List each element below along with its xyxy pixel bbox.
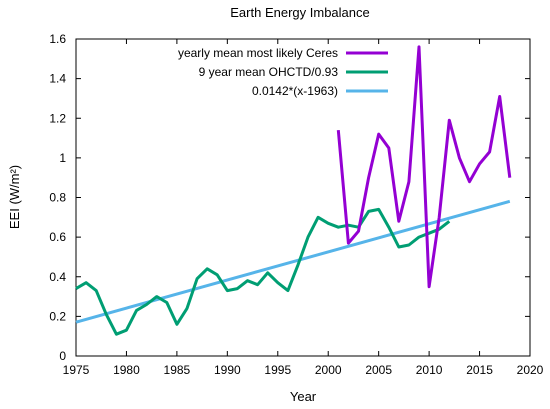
y-tick-label: 1.2 <box>49 111 66 125</box>
y-tick-label: 0.2 <box>49 309 66 323</box>
legend-label-0: yearly mean most likely Ceres <box>178 46 338 60</box>
legend-label-2: 0.0142*(x-1963) <box>252 84 338 98</box>
y-tick-label: 0.8 <box>49 191 66 205</box>
y-axis-label: EEI (W/m²) <box>7 165 22 229</box>
x-tick-label: 2000 <box>315 363 342 377</box>
legend: yearly mean most likely Ceres 9 year mean… <box>178 46 388 98</box>
y-tick-label: 1.6 <box>49 32 66 46</box>
x-tick-label: 1980 <box>113 363 140 377</box>
x-tick-label: 1995 <box>264 363 291 377</box>
x-tick-label: 2015 <box>466 363 493 377</box>
x-tick-label: 1985 <box>164 363 191 377</box>
series-line-2 <box>75 199 511 324</box>
y-tick-label: 1.4 <box>49 72 66 86</box>
y-tick-label: 0.6 <box>49 230 66 244</box>
y-tick-label: 1 <box>59 151 66 165</box>
series-line-1 <box>75 207 451 336</box>
series-layer <box>75 45 512 336</box>
y-tick-label: 0 <box>59 349 66 363</box>
series-line-0 <box>336 45 512 289</box>
ticks-layer: 1975 1980 1985 1990 1995 2000 2005 2010 2015 2020… <box>49 32 543 377</box>
x-tick-label: 1990 <box>214 363 241 377</box>
x-axis-label: Year <box>290 389 317 404</box>
x-tick-label: 2020 <box>517 363 544 377</box>
x-tick-label: 2005 <box>365 363 392 377</box>
y-tick-label: 0.4 <box>49 270 66 284</box>
x-tick-label: 1975 <box>63 363 90 377</box>
x-tick-label: 2010 <box>416 363 443 377</box>
chart-title: Earth Energy Imbalance <box>230 5 369 20</box>
legend-label-1: 9 year mean OHCTD/0.93 <box>199 65 339 79</box>
